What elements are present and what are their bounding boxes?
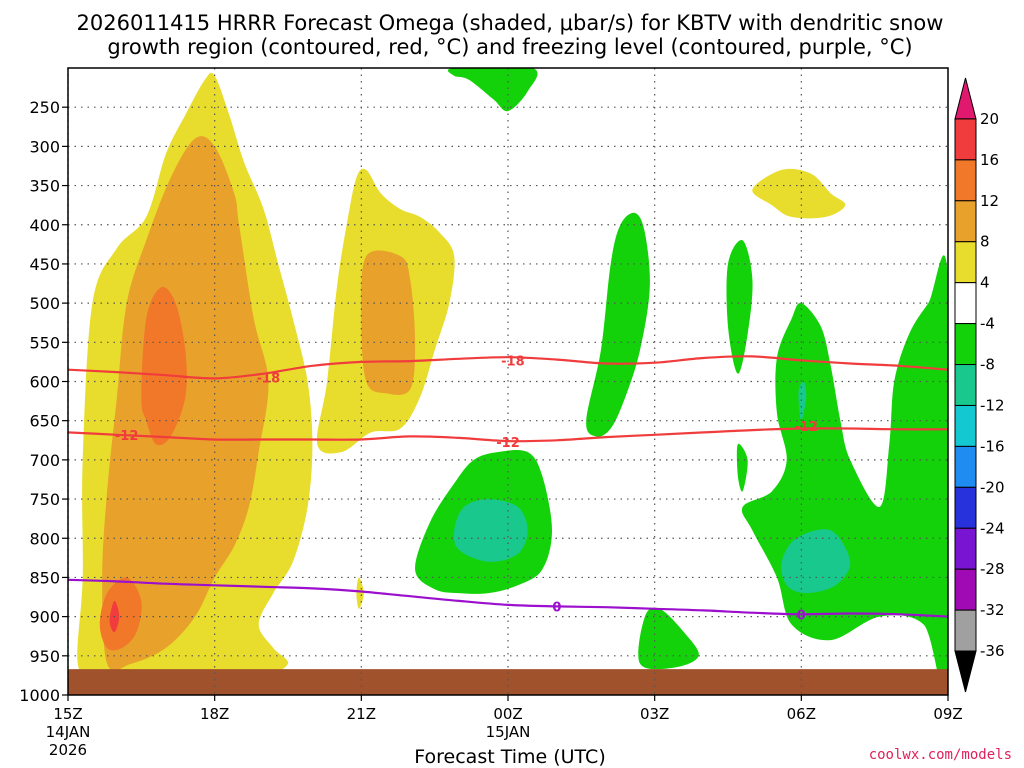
omega-4-8-06z-patch bbox=[752, 168, 846, 219]
colorbar-tick-0: 20 bbox=[980, 110, 999, 128]
omega-neg8-12-00z bbox=[453, 499, 528, 562]
y-tick-850: 850 bbox=[29, 568, 60, 587]
colorbar-band-13 bbox=[954, 609, 977, 652]
y-tick-300: 300 bbox=[29, 137, 60, 156]
y-tick-350: 350 bbox=[29, 177, 60, 196]
y-axis-pressure: 250 300 350 400 450 500 550 600 650 700 750 800 850 9… bbox=[19, 98, 68, 705]
x-tick-0-line0: 15Z bbox=[53, 705, 82, 723]
colorbar-tick-11: -28 bbox=[980, 560, 1005, 578]
x-tick-18-line0: 09Z bbox=[933, 705, 962, 723]
colorbar-tick-3: 8 bbox=[980, 233, 990, 251]
colorbar-tick-1: 16 bbox=[980, 151, 999, 169]
y-tick-600: 600 bbox=[29, 373, 60, 392]
omega-neg8-12-06z bbox=[781, 529, 851, 594]
colorbar-band-3 bbox=[954, 200, 977, 243]
colorbar-tick-12: -32 bbox=[980, 601, 1005, 619]
y-tick-750: 750 bbox=[29, 490, 60, 509]
omega-8-12-21z bbox=[361, 250, 416, 395]
omega-neg8-12-06z-spot bbox=[798, 381, 807, 421]
dendritic-minus18-label-1: -18 bbox=[501, 354, 525, 369]
y-tick-900: 900 bbox=[29, 608, 60, 627]
colorbar-band-10 bbox=[954, 486, 977, 529]
omega-neg4-8-04z-sliver bbox=[736, 443, 748, 492]
colorbar-band-14 bbox=[954, 650, 977, 693]
colorbar-band-6 bbox=[954, 323, 977, 366]
contour-labels: -18 -18 -12 -12 -12 0 0 bbox=[115, 354, 818, 623]
y-tick-650: 650 bbox=[29, 412, 60, 431]
y-tick-1000: 1000 bbox=[19, 686, 60, 705]
omega-shading bbox=[77, 68, 948, 695]
omega-12-16-lowlevel bbox=[99, 577, 142, 651]
colorbar-band-4 bbox=[954, 241, 977, 284]
colorbar-band-1 bbox=[954, 118, 977, 161]
colorbar-band-7 bbox=[954, 364, 977, 406]
colorbar-band-8 bbox=[954, 404, 977, 447]
x-tick-6-line0: 21Z bbox=[347, 705, 376, 723]
chart-title-line1: 2026011415 HRRR Forecast Omega (shaded, … bbox=[77, 11, 944, 35]
colorbar-band-0 bbox=[954, 77, 977, 120]
omega-neg4-8-03z-low bbox=[638, 607, 699, 670]
credit-label: coolwx.com/models bbox=[869, 747, 1012, 763]
dendritic-minus12-label-0: -12 bbox=[115, 429, 139, 444]
y-tick-950: 950 bbox=[29, 647, 60, 666]
omega-4-8-small-midlevel bbox=[356, 577, 364, 609]
x-tick-0-line1: 14JAN bbox=[46, 723, 91, 741]
colorbar-tick-2: 12 bbox=[980, 192, 999, 210]
y-tick-500: 500 bbox=[29, 294, 60, 313]
y-tick-250: 250 bbox=[29, 98, 60, 117]
colorbar-tick-5: -4 bbox=[980, 315, 995, 333]
omega-neg4-8-04z-column bbox=[726, 240, 753, 374]
colorbar-band-2 bbox=[954, 159, 977, 202]
dendritic-minus12-line bbox=[68, 427, 948, 443]
y-tick-400: 400 bbox=[29, 216, 60, 235]
colorbar-band-12 bbox=[954, 568, 977, 611]
colorbar-band-11 bbox=[954, 527, 977, 570]
dendritic-minus18-line bbox=[68, 355, 948, 380]
colorbar-tick-7: -12 bbox=[980, 396, 1005, 414]
x-tick-3-line0: 18Z bbox=[200, 705, 229, 723]
omega-neg4-8-top bbox=[447, 68, 538, 112]
freezing-level-0c-label-0: 0 bbox=[552, 600, 561, 615]
omega-12-16-core bbox=[141, 286, 187, 446]
colorbar-tick-9: -20 bbox=[980, 478, 1005, 496]
colorbar-tick-13: -36 bbox=[980, 642, 1005, 660]
colorbar-band-5 bbox=[954, 282, 977, 325]
x-tick-9-line0: 00Z bbox=[493, 705, 522, 723]
y-tick-800: 800 bbox=[29, 529, 60, 548]
x-tick-15-line0: 06Z bbox=[787, 705, 816, 723]
dendritic-minus12-label-1: -12 bbox=[496, 436, 520, 451]
colorbar-tick-6: -8 bbox=[980, 356, 995, 374]
x-tick-0-line2: 2026 bbox=[49, 741, 87, 759]
freezing-level-0c-line bbox=[68, 578, 948, 618]
y-tick-700: 700 bbox=[29, 451, 60, 470]
temperature-contours bbox=[68, 355, 948, 618]
x-tick-9-line1: 15JAN bbox=[486, 723, 531, 741]
colorbar-tick-10: -24 bbox=[980, 519, 1005, 537]
omega-neg4-8-02z-column bbox=[586, 212, 650, 437]
dendritic-minus18-label-0: -18 bbox=[257, 372, 281, 387]
y-tick-450: 450 bbox=[29, 255, 60, 274]
dendritic-minus12-label-2: -12 bbox=[794, 420, 818, 435]
chart-title-line2: growth region (contoured, red, °C) and f… bbox=[107, 35, 912, 59]
colorbar-tick-8: -16 bbox=[980, 437, 1005, 455]
x-tick-12-line0: 03Z bbox=[640, 705, 669, 723]
x-axis-label: Forecast Time (UTC) bbox=[414, 746, 605, 768]
colorbar-band-9 bbox=[954, 445, 977, 488]
y-tick-550: 550 bbox=[29, 333, 60, 352]
omega-8-12-main bbox=[102, 136, 269, 671]
colorbar-tick-4: 4 bbox=[980, 274, 990, 292]
colorbar: 20 16 12 8 4 -4 -8 -12 -16 -20 -24 -28 -32 -36 bbox=[954, 77, 1005, 693]
freezing-level-0c-label-1: 0 bbox=[797, 608, 806, 623]
